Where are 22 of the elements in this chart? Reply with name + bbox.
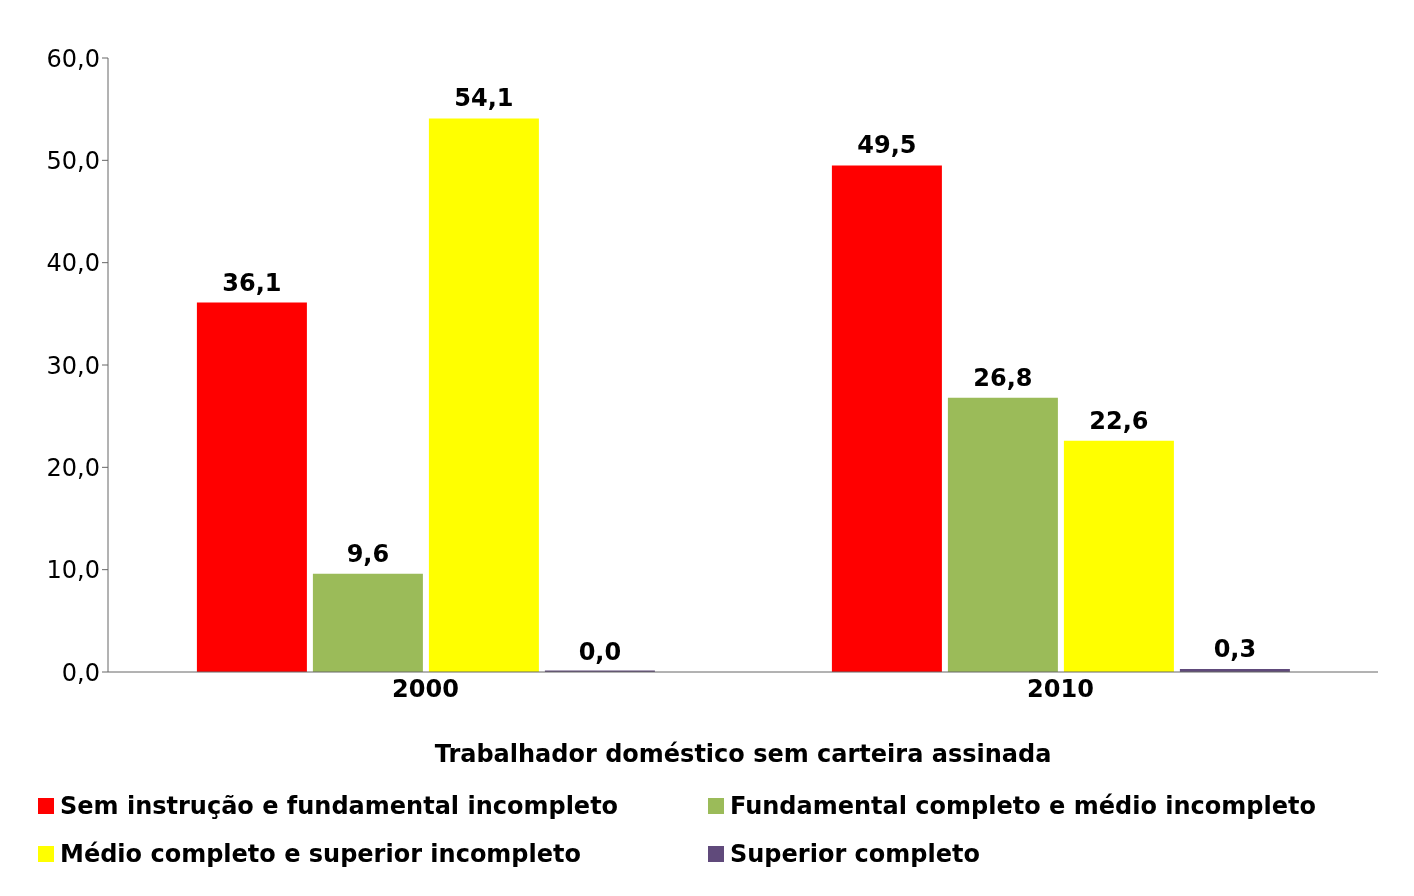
- y-tick-label: 10,0: [46, 556, 100, 585]
- x-axis-title: Trabalhador doméstico sem carteira assinada: [434, 740, 1052, 768]
- data-label: 0,3: [1213, 634, 1257, 663]
- y-tick-label: 60,0: [46, 44, 100, 73]
- legend-label: Médio completo e superior incompleto: [60, 840, 582, 868]
- data-label: 49,5: [857, 131, 917, 160]
- y-tick-label: 0,0: [61, 658, 100, 687]
- data-label: 9,6: [346, 539, 390, 568]
- data-label: 0,0: [578, 638, 622, 666]
- legend-label: Superior completo: [730, 840, 980, 868]
- legend-label: Sem instrução e fundamental incompleto: [60, 792, 619, 820]
- y-tick-label: 20,0: [46, 453, 100, 482]
- data-label: 54,1: [454, 84, 514, 113]
- x-tick-label: 2010: [1027, 675, 1094, 704]
- y-tick-label: 40,0: [46, 249, 100, 278]
- legend-label: Fundamental completo e médio incompleto: [730, 792, 1316, 820]
- y-tick-label: 30,0: [46, 351, 100, 380]
- data-label: 26,8: [973, 363, 1033, 392]
- data-label: 22,6: [1089, 406, 1149, 435]
- data-label: 36,1: [222, 268, 282, 297]
- y-tick-label: 50,0: [46, 146, 100, 175]
- x-tick-label: 2000: [392, 675, 459, 704]
